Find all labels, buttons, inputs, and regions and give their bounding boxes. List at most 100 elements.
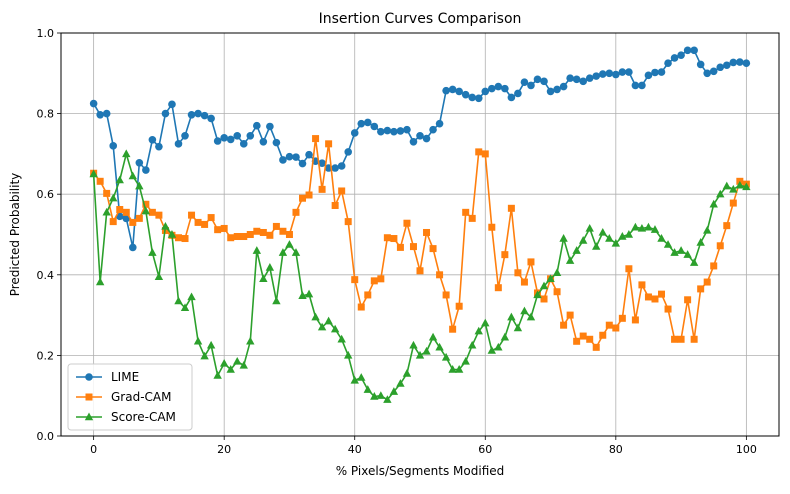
lime-point [292,153,300,161]
score-cam-point [285,240,294,248]
score-cam-point [696,238,705,246]
grad-cam-point [357,303,365,311]
grad-cam-point [697,285,705,293]
lime-point [416,131,424,140]
lime-point [657,68,666,76]
score-cam-point [637,223,647,232]
grad-cam-point [468,214,476,222]
grad-cam-point [220,224,228,232]
grad-cam-point [135,214,143,222]
lime-point [703,69,711,78]
grad-cam-point [520,278,528,286]
score-cam-point [122,149,131,158]
score-cam-point [533,290,542,299]
lime-point [305,150,313,159]
grad-cam-point [338,187,346,195]
lime-point [598,70,607,78]
x-tick-label: 40 [348,443,362,456]
score-cam-point [513,323,523,332]
chart-title: Insertion Curves Comparison [319,11,522,27]
lime-point [625,68,633,76]
lime-point [422,134,431,143]
grad-cam-point [494,284,502,292]
grad-cam-point [240,233,248,241]
grad-cam-point [677,335,685,343]
y-axis-label: Predicted Probability [8,173,22,297]
score-cam-point [206,340,216,349]
grad-cam-point [351,276,359,284]
y-tick-label: 0.4 [37,269,55,282]
lime-point [742,59,751,68]
grad-cam-point [409,243,417,251]
x-axis-label: % Pixels/Segments Modified [336,464,505,478]
score-cam-point [350,375,359,384]
score-cam-point [115,175,124,184]
grad-cam-point [429,245,437,253]
lime-point [579,77,587,86]
grad-cam-point [299,194,307,202]
lime-point [644,71,653,80]
grad-cam-point [690,335,698,343]
lime-point [239,140,248,148]
lime-point [481,87,490,96]
lime-series [89,46,751,252]
lime-point [272,138,281,147]
score-cam-point [161,221,170,230]
lime-point [572,75,581,84]
grad-cam-point [279,227,287,235]
grad-cam-point [383,234,391,242]
score-cam-point [128,171,137,180]
score-cam-point [252,246,262,254]
score-cam-point [317,322,327,331]
lime-point [396,127,405,135]
score-cam-point [552,268,562,276]
lime-point [709,67,718,76]
grad-cam-point [403,219,411,227]
lime-point [514,89,522,98]
score-cam-point [370,392,379,400]
x-tick-label: 0 [90,443,97,456]
lime-point [605,69,614,78]
score-cam-point [435,342,444,351]
grad-cam-point [285,231,293,238]
grad-cam-point [455,302,463,310]
grad-cam-point [658,290,666,298]
y-tick-label: 0.0 [37,430,55,443]
lime-point [187,111,196,119]
lime-point [102,109,111,118]
score-cam-point [644,222,653,231]
score-cam-point [689,258,699,266]
grad-cam-point [729,199,737,207]
grad-cam-point [579,332,587,340]
lime-point [664,59,672,68]
score-cam-point [246,336,255,345]
lime-point [409,138,418,146]
grad-cam-point [259,228,267,236]
grad-cam-point [174,234,182,242]
grad-cam-point [416,267,424,275]
grad-cam-point [142,200,150,208]
grad-cam-point [194,218,202,226]
grad-cam-point [390,235,398,243]
y-tick-label: 0.6 [37,188,55,201]
score-cam-point [454,365,464,373]
legend: LIME Grad-CAM Score-CAM [67,363,193,431]
grad-cam-point [442,291,450,299]
score-cam-point [592,242,601,250]
lime-point [736,58,744,66]
grad-cam-point [644,293,652,301]
score-cam-point [265,263,275,271]
grad-cam-point [684,296,692,304]
grad-cam-point [246,231,254,238]
grad-cam-point [560,321,568,329]
lime-point [507,93,516,102]
score-cam-point [272,296,281,305]
score-cam-series [89,149,751,403]
grad-cam-point [312,135,320,143]
score-cam-point [494,342,503,351]
lime-point [585,74,594,82]
score-cam-point [481,318,490,327]
lime-point [135,158,144,167]
